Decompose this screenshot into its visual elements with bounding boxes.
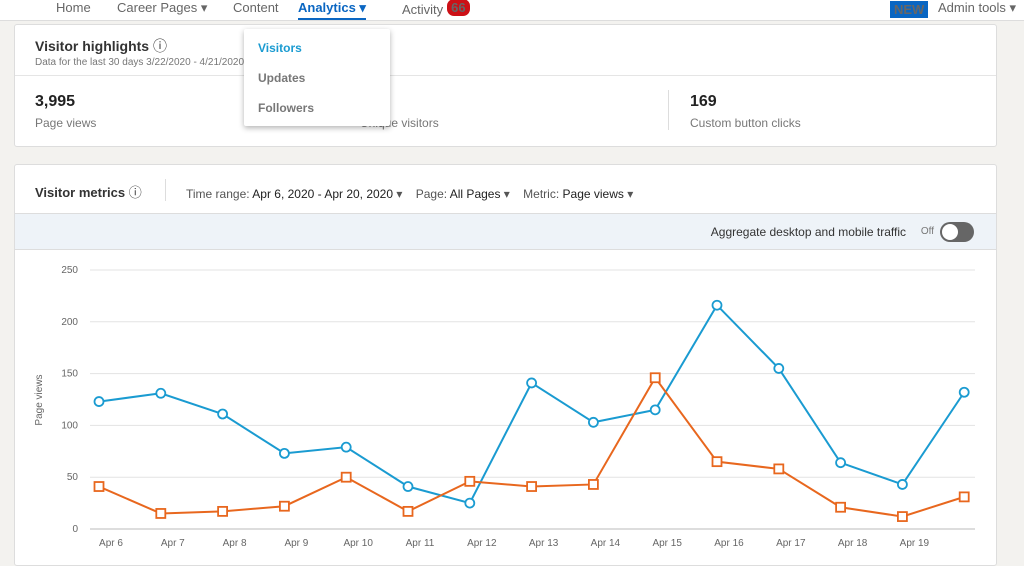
visitor-highlights-card: Visitor highlights ⓘ Data for the last 3… [14,24,997,147]
data-point [897,479,908,490]
nav-home[interactable]: Home [56,0,91,15]
nav-label: Admin tools [938,0,1006,15]
data-point [464,475,476,487]
data-point [526,377,537,389]
x-tick-label: Apr 19 [900,538,930,549]
help-icon[interactable]: ⓘ [152,38,167,54]
y-tick-label: 150 [61,369,78,380]
data-point [649,372,661,384]
x-tick-label: Apr 12 [467,538,497,549]
series-line-0 [98,303,966,505]
data-point [649,404,661,416]
aggregate-bar: Aggregate desktop and mobile traffic Off [15,213,996,250]
highlights-title: Visitor highlights ⓘ [35,38,167,54]
y-tick-label: 0 [72,524,78,535]
new-badge: NEW [890,1,929,18]
metrics-title: Visitor metrics ⓘ [35,185,142,200]
nav-analytics[interactable]: Analytics ▾ [298,0,366,20]
x-tick-label: Apr 10 [343,538,373,549]
metric-select[interactable]: Metric: Page views ▾ [523,187,634,201]
data-point [93,396,105,407]
highlights-subtitle: Data for the last 30 days 3/22/2020 - 4/… [35,57,245,68]
data-point [835,501,846,513]
data-point [711,299,723,311]
series-line-1 [98,375,965,518]
x-tick-label: Apr 6 [99,538,123,549]
y-tick-label: 100 [61,420,78,431]
x-tick-label: Apr 7 [161,538,185,549]
data-point [402,505,414,517]
activity-badge: 66 [447,0,470,16]
x-tick-label: Apr 8 [223,538,247,549]
aggregate-toggle[interactable] [940,222,974,242]
nav-label: Career Pages [117,0,198,15]
y-tick-label: 200 [61,317,78,328]
data-point [340,471,352,483]
data-point [464,497,476,509]
data-point [526,481,537,492]
data-point [773,463,785,475]
data-point [773,363,785,374]
x-tick-label: Apr 17 [776,538,806,549]
data-point [217,505,229,517]
data-point [897,511,908,522]
x-tick-label: Apr 18 [838,538,868,549]
admin-tools-menu[interactable]: Admin tools ▾ [938,0,1017,15]
data-point [958,491,970,503]
nav-content[interactable]: Content [233,0,279,15]
stat-page-views: 3,995 Page views [35,93,97,130]
data-point [588,416,599,428]
visitor-metrics-card: Visitor metrics ⓘ Time range: Apr 6, 202… [14,164,997,566]
x-tick-label: Apr 14 [591,538,621,549]
nav-label: Analytics [298,0,356,15]
data-point [217,408,229,420]
analytics-dropdown: Visitors Updates Followers [244,29,390,126]
x-tick-label: Apr 15 [652,538,682,549]
data-point [155,387,167,399]
data-point [958,386,970,398]
data-point [402,481,414,492]
page-select[interactable]: Page: All Pages ▾ [415,187,510,201]
data-point [155,508,167,519]
time-range-select[interactable]: Time range: Apr 6, 2020 - Apr 20, 2020 ▾ [186,187,403,201]
menu-item-visitors[interactable]: Visitors [258,41,302,55]
menu-item-followers[interactable]: Followers [258,101,315,115]
top-nav: Home Career Pages ▾ Content Analytics ▾ … [0,0,1024,21]
y-tick-label: 50 [67,472,79,483]
data-point [340,441,352,453]
nav-activity[interactable]: Activity 66 [402,0,470,17]
nav-career-pages[interactable]: Career Pages ▾ [117,0,208,15]
data-point [835,457,846,469]
toggle-state: Off [920,226,934,237]
data-point [278,447,290,459]
aggregate-label: Aggregate desktop and mobile traffic [710,225,906,239]
data-point [588,479,599,490]
nav-label: Activity [402,2,444,17]
x-tick-label: Apr 13 [529,538,559,549]
x-tick-label: Apr 11 [406,538,435,549]
stat-custom-button-clicks: 169 Custom button clicks [690,93,801,130]
x-tick-label: Apr 9 [284,538,308,549]
data-point [93,481,105,492]
x-tick-label: Apr 16 [714,538,744,549]
line-chart: 0 50 100 150 200 250 Apr 6 Apr 7 Apr 8 Apr 9 Apr 1… [34,265,975,549]
y-axis-label: Page views [34,374,45,425]
menu-item-updates[interactable]: Updates [258,71,306,85]
data-point [278,500,290,512]
data-point [711,456,723,468]
y-tick-label: 250 [61,265,78,276]
help-icon[interactable]: ⓘ [128,185,142,200]
